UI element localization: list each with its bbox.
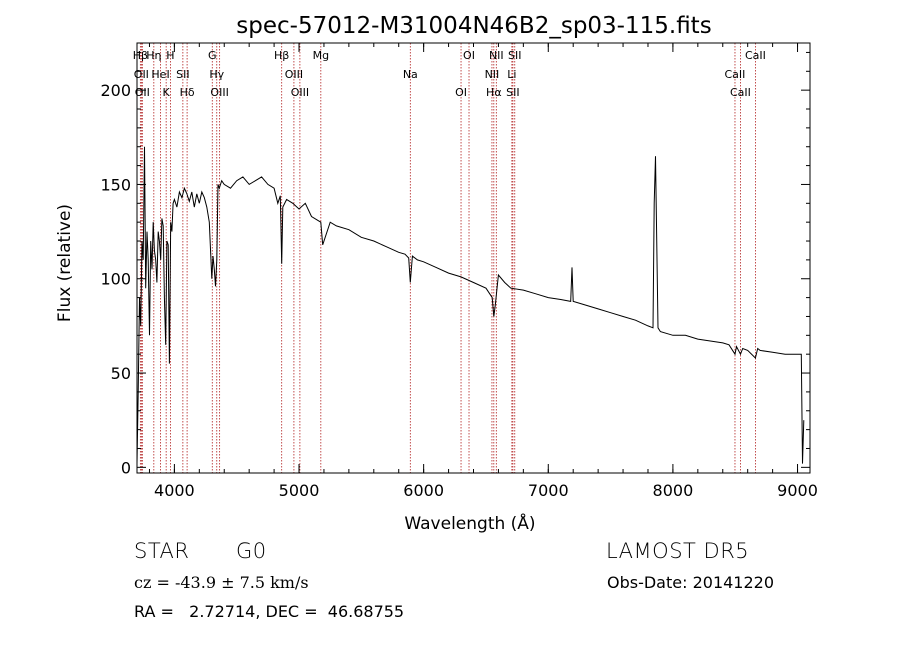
line-label: OII <box>135 86 150 99</box>
line-label: CaII <box>745 49 766 62</box>
x-tick-label: 6000 <box>403 481 444 500</box>
y-axis-label: Flux (relative) <box>55 204 75 322</box>
line-label: CaII <box>725 68 746 81</box>
y-tick-label: 50 <box>111 364 131 383</box>
line-label: OI <box>455 86 467 99</box>
line-label: Hδ <box>180 86 195 99</box>
object-subclass: G0 <box>236 539 267 563</box>
x-tick-label: 9000 <box>777 481 818 500</box>
y-tick-label: 150 <box>100 175 131 194</box>
x-tick-label: 5000 <box>279 481 320 500</box>
emission-line-markers <box>139 43 756 473</box>
line-label: Hη <box>146 49 161 62</box>
line-label: Hβ <box>274 49 289 62</box>
x-tick-label: 8000 <box>653 481 694 500</box>
line-label: CaII <box>730 86 751 99</box>
x-axis-label: Wavelength (Å) <box>404 512 535 534</box>
chart-title: spec-57012-M31004N46B2_sp03-115.fits <box>236 13 711 39</box>
y-tick-label: 200 <box>100 81 131 100</box>
y-tick-label: 100 <box>100 270 131 289</box>
x-tick-label: 7000 <box>528 481 569 500</box>
line-label: HeI <box>151 68 169 81</box>
line-label: SII <box>506 86 519 99</box>
line-label: OII <box>134 68 149 81</box>
x-tick-label: 4000 <box>154 481 195 500</box>
line-label: SII <box>176 68 189 81</box>
line-label: Hα <box>486 86 502 99</box>
line-label: OIII <box>210 86 228 99</box>
plot-frame <box>136 42 811 474</box>
object-class: STAR <box>134 539 190 563</box>
line-label: G <box>208 49 217 62</box>
line-labels: HβOIIOIIHηHeIKHSIIHδGHγOIIIHβOIIIOIIIMgN… <box>133 49 766 99</box>
line-label: Mg <box>313 49 329 62</box>
line-label: K <box>163 86 171 99</box>
line-label: Li <box>507 68 516 81</box>
line-label: OIII <box>291 86 309 99</box>
coordinates: RA = 2.72714, DEC = 46.68755 <box>134 602 405 621</box>
survey-name: LAMOST DR5 <box>606 539 750 563</box>
line-label: Na <box>403 68 418 81</box>
line-label: H <box>166 49 174 62</box>
line-label: OIII <box>285 68 303 81</box>
line-label: Hγ <box>209 68 224 81</box>
y-tick-label: 0 <box>121 458 131 477</box>
line-label: NII <box>489 49 504 62</box>
spectrum-line <box>136 146 805 464</box>
redshift-velocity: cz = -43.9 ± 7.5 km/s <box>134 573 309 592</box>
x-axis-ticks: 4000 5000 6000 7000 8000 9000 <box>148 43 818 500</box>
line-label: NII <box>485 68 500 81</box>
y-axis-ticks: 0 50 100 150 200 <box>100 51 810 477</box>
line-label: SII <box>508 49 521 62</box>
line-label: OI <box>463 49 475 62</box>
observation-date: Obs-Date: 20141220 <box>607 573 775 592</box>
